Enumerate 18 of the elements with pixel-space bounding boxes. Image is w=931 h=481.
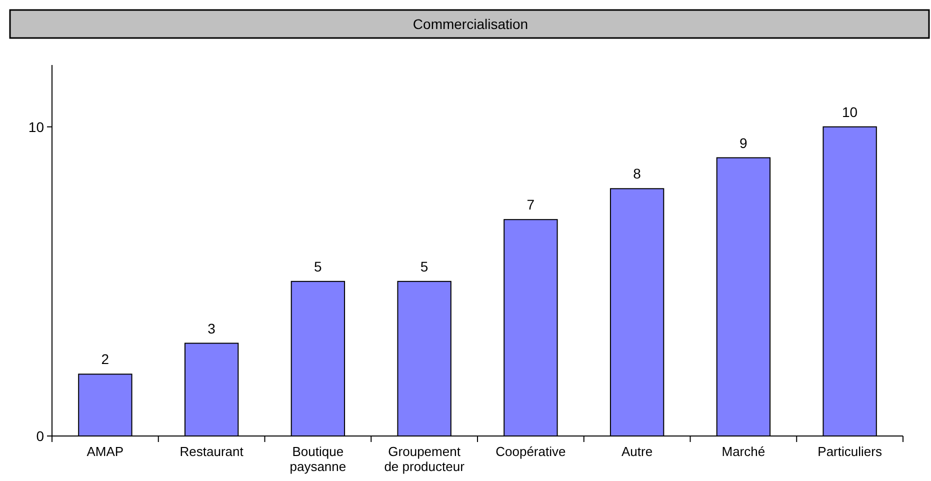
x-tick-label: Boutique paysanne bbox=[290, 444, 346, 474]
data-label: 9 bbox=[740, 134, 748, 151]
y-tick-label: 0 bbox=[36, 428, 44, 444]
x-tick-label: Autre bbox=[622, 444, 653, 459]
data-label: 10 bbox=[842, 104, 858, 120]
x-tick-label: Restaurant bbox=[180, 444, 244, 459]
x-tick-label: Coopérative bbox=[496, 444, 566, 459]
data-label: 7 bbox=[526, 196, 535, 213]
chart-title: Commercialisation bbox=[412, 16, 528, 32]
data-label: 2 bbox=[101, 351, 110, 368]
x-tick-label: Groupement de producteur bbox=[384, 444, 466, 474]
data-label: 5 bbox=[420, 258, 428, 274]
data-label: 3 bbox=[208, 320, 216, 336]
x-tick-label: AMAP bbox=[86, 444, 124, 459]
x-tick-label: Particuliers bbox=[818, 444, 882, 459]
data-label: 8 bbox=[633, 166, 642, 182]
x-tick-label: Marché bbox=[722, 444, 766, 459]
data-label: 5 bbox=[314, 258, 322, 274]
